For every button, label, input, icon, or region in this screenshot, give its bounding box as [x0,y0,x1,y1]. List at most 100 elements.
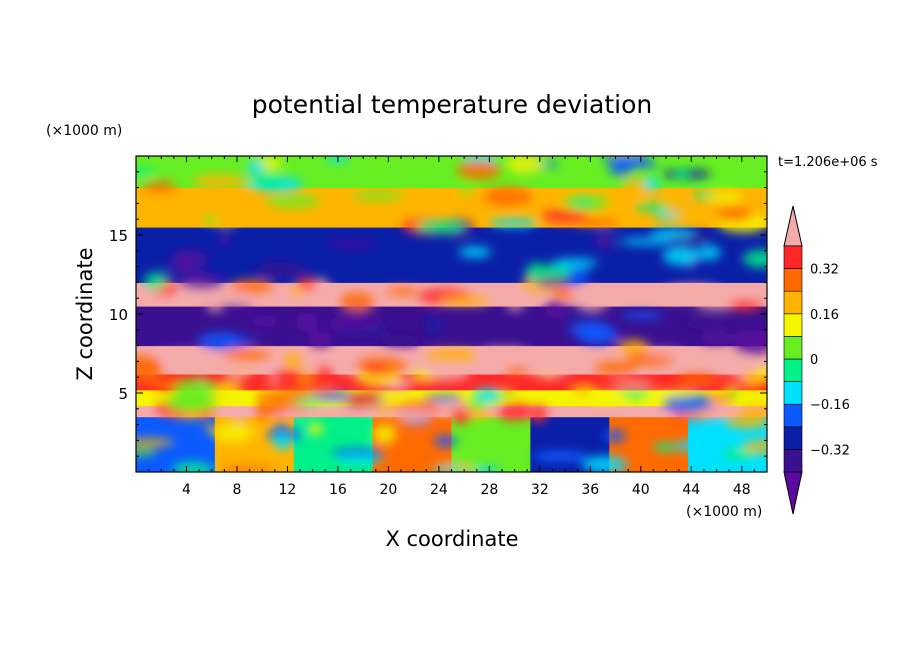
heatmap-patch [203,215,219,224]
x-tick-label: 16 [329,482,347,498]
heatmap-patch [610,204,627,213]
heatmap-patch [280,409,308,416]
colorbar-max-arrow [783,205,803,247]
heatmap-patch [645,390,698,397]
heatmap-patch [724,413,767,429]
heatmap-patch [540,209,589,224]
heatmap-texture [136,156,767,472]
heatmap-patch [426,365,470,382]
heatmap-patch [581,455,628,472]
heatmap-patch [434,434,457,448]
heatmap-patch [456,160,502,180]
heatmap-patch [552,258,598,268]
y-tick-label: 10 [109,306,128,324]
heatmap-patch [216,337,258,344]
heatmap-patch [426,349,479,363]
heatmap-patch [723,384,739,393]
heatmap-patch [273,433,293,451]
heatmap-patch [697,245,721,260]
x-tick-label: 44 [682,482,700,498]
heatmap-patch [674,440,714,452]
heatmap-patch [594,361,638,376]
heatmap-patch [573,218,621,227]
heatmap-patch [136,448,157,456]
colorbar-tick-label: 0.16 [810,308,839,323]
colorbar: 0.32 0.16 0 −0.16 −0.32 [783,205,850,515]
heatmap-patch [733,330,767,341]
heatmap-patch [386,287,419,296]
heatmap-patch [325,240,377,248]
heatmap-patch [219,465,275,472]
heatmap-patch [643,349,683,357]
heatmap-patch [340,367,361,375]
colorbar-tick-label: −0.32 [810,443,850,458]
heatmap-patch [163,267,199,274]
heatmap-field [136,156,767,472]
heatmap-patch [295,312,318,332]
colorbar-cell [783,336,803,360]
heatmap-patch [733,335,767,356]
heatmap-patch [467,398,487,412]
heatmap-patch [283,352,302,368]
heatmap-patch [667,284,720,296]
colorbar-cell [783,403,803,428]
heatmap-patch [716,206,753,222]
heatmap-patch [372,424,397,444]
heatmap-patch [178,273,225,290]
heatmap-patch [649,228,696,238]
heatmap-patch [364,385,388,392]
heatmap-patch [740,405,767,414]
x-tick-label: 28 [480,482,498,498]
heatmap-patch [328,315,379,330]
heatmap-patch [755,366,767,381]
heatmap-patch [458,246,492,258]
heatmap-patch [231,410,248,423]
heatmap-patch [714,357,756,374]
x-tick-label: 32 [531,482,549,498]
colorbar-cell [783,290,803,315]
colorbar-cell [783,313,803,337]
colorbar-cell [783,449,803,473]
colorbar-cell [783,381,803,405]
heatmap-patch [223,349,271,361]
heatmap-patch [307,331,333,347]
x-tick-label: 40 [632,482,650,498]
x-unit-label: (×1000 m) [686,504,762,520]
heatmap-patch [265,195,321,208]
heatmap-patch [136,438,174,447]
heatmap-patch [608,161,632,176]
colorbar-min-arrow [783,471,803,515]
heatmap-patch [215,380,243,389]
heatmap-patch [363,365,387,375]
colorbar-cell [783,245,803,269]
heatmap-patch [707,191,744,203]
x-tick-label: 24 [430,482,448,498]
heatmap-patch [472,466,500,472]
heatmap-patch [506,156,544,174]
heatmap-patch [573,384,591,395]
heatmap-patch [653,442,677,452]
heatmap-patch [577,289,611,310]
heatmap-patch [742,249,767,268]
colorbar-cell [783,426,803,450]
heatmap-patch [136,378,173,386]
heatmap-patch [214,208,239,227]
heatmap-patch [423,394,464,403]
heatmap-patch [620,311,664,320]
heatmap-patch [742,440,767,454]
colorbar-tick-label: −0.16 [810,398,850,413]
heatmap-patch [307,422,324,436]
x-tick-label: 20 [379,482,397,498]
heatmap-patch [703,394,736,403]
heatmap-patch [616,339,650,352]
heatmap-patch [224,364,252,378]
heatmap-patch [339,292,375,311]
y-tick-label: 5 [118,385,128,403]
heatmap-patch [272,369,303,388]
heatmap-patch [497,392,515,399]
x-tick-label: 12 [279,482,297,498]
heatmap-patch [577,324,618,345]
heatmap-patch [274,422,288,430]
colorbar-cell [783,358,803,382]
